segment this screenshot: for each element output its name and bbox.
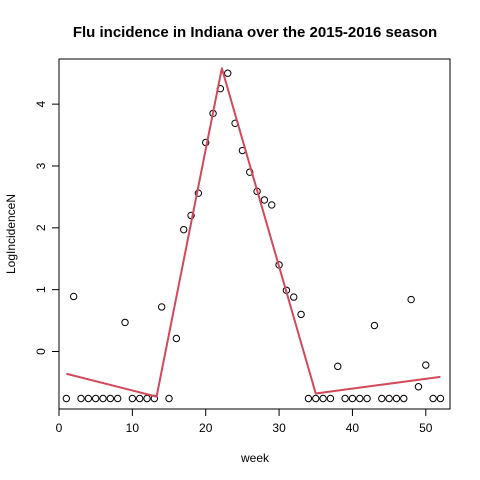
data-point <box>225 70 231 76</box>
data-point <box>415 384 421 390</box>
data-point <box>408 296 414 302</box>
y-axis-label: LogIncidenceN <box>4 194 18 274</box>
data-point <box>78 395 84 401</box>
data-point <box>63 395 69 401</box>
y-tick-label: 4 <box>34 100 48 107</box>
data-point <box>122 319 128 325</box>
data-point <box>70 293 76 299</box>
data-point <box>269 202 275 208</box>
data-point <box>342 395 348 401</box>
data-point <box>349 395 355 401</box>
data-point <box>107 395 113 401</box>
plot-area <box>59 59 450 409</box>
data-point <box>327 395 333 401</box>
data-point <box>181 226 187 232</box>
data-point <box>320 395 326 401</box>
data-point <box>298 311 304 317</box>
data-point <box>386 395 392 401</box>
x-tick-label: 30 <box>272 421 286 435</box>
fit-line <box>66 68 440 396</box>
chart-title: Flu incidence in Indiana over the 2015-2… <box>73 24 437 41</box>
x-tick-label: 50 <box>419 421 433 435</box>
data-points <box>63 70 444 402</box>
data-point <box>305 395 311 401</box>
data-point <box>144 395 150 401</box>
data-point <box>401 395 407 401</box>
x-tick-label: 10 <box>126 421 140 435</box>
data-point <box>313 395 319 401</box>
data-point <box>92 395 98 401</box>
x-axis: 0 10 20 30 40 50 <box>56 409 433 435</box>
y-axis: 0 1 2 3 4 <box>34 100 59 354</box>
y-tick-label: 3 <box>34 162 48 169</box>
data-point <box>159 304 165 310</box>
x-tick-label: 20 <box>199 421 213 435</box>
y-tick-label: 0 <box>34 348 48 355</box>
data-point <box>357 395 363 401</box>
data-point <box>114 395 120 401</box>
x-tick-label: 0 <box>56 421 63 435</box>
y-tick-label: 1 <box>34 286 48 293</box>
data-point <box>166 395 172 401</box>
data-point <box>136 395 142 401</box>
x-axis-label: week <box>240 451 270 465</box>
data-point <box>335 363 341 369</box>
data-point <box>430 395 436 401</box>
data-point <box>173 335 179 341</box>
x-tick-label: 40 <box>346 421 360 435</box>
data-point <box>371 322 377 328</box>
data-point <box>100 395 106 401</box>
data-point <box>85 395 91 401</box>
data-point <box>364 395 370 401</box>
data-point <box>437 395 443 401</box>
data-point <box>393 395 399 401</box>
data-point <box>423 362 429 368</box>
data-point <box>291 294 297 300</box>
y-tick-label: 2 <box>34 224 48 231</box>
data-point <box>261 197 267 203</box>
data-point <box>129 395 135 401</box>
data-point <box>379 395 385 401</box>
